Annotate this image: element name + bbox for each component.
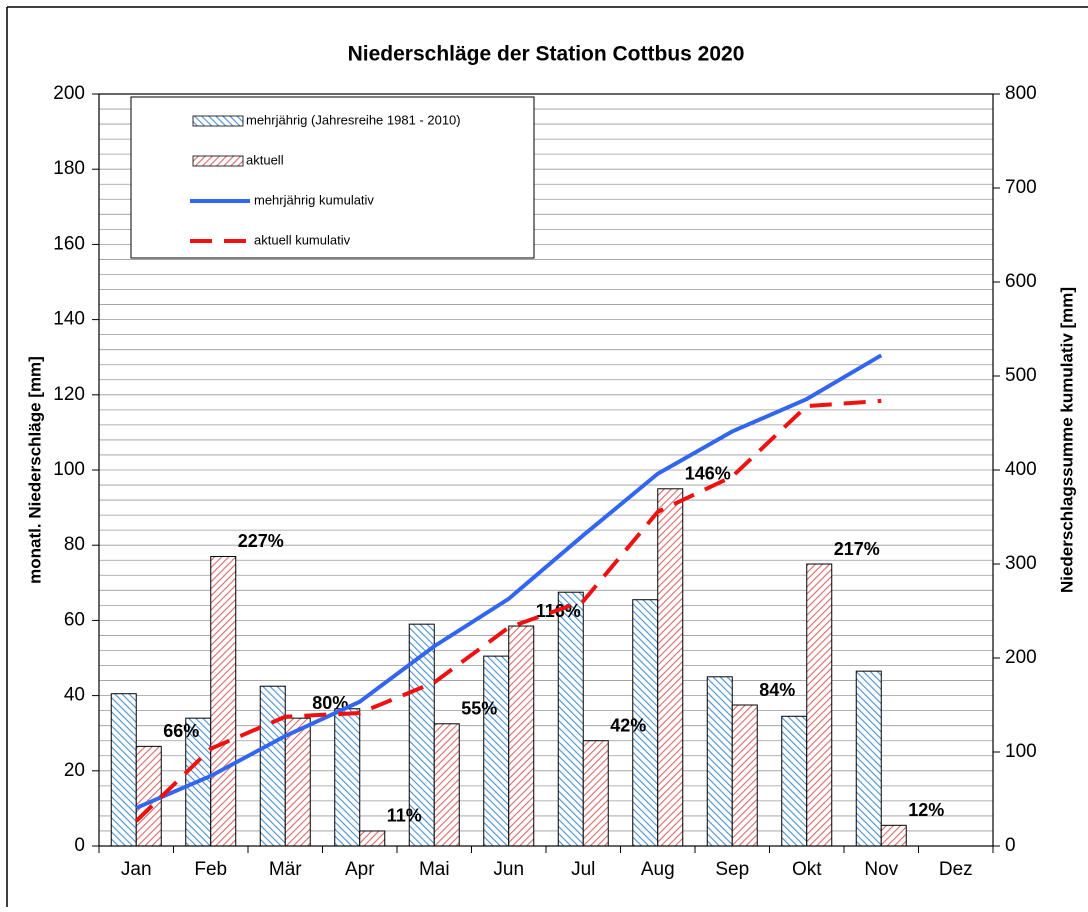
bar <box>880 824 907 847</box>
x-tick-label: Apr <box>345 859 375 880</box>
legend-label: mehrjährig (Jahresreihe 1981 - 2010) <box>246 112 461 127</box>
y-tick-label: 40 <box>64 685 85 706</box>
x-tick-label: Nov <box>864 859 898 880</box>
y-tick-label: 20 <box>64 760 85 781</box>
bar <box>706 676 733 847</box>
line <box>134 398 882 823</box>
bar <box>582 740 609 847</box>
bar <box>359 830 386 847</box>
x-tick-label: Jan <box>121 859 152 880</box>
line <box>135 353 883 810</box>
percent-label: 42% <box>610 715 646 735</box>
x-tick-label: Mai <box>419 859 450 880</box>
bar <box>433 723 460 847</box>
percent-label: 12% <box>908 800 944 820</box>
y2-tick-label: 300 <box>1005 553 1037 574</box>
y-tick-label: 100 <box>53 459 85 480</box>
legend-label: aktuell <box>246 152 284 167</box>
percent-label: 217% <box>834 539 880 559</box>
bar <box>657 488 684 847</box>
bar <box>483 655 510 847</box>
y2-axis-title: Niederschlagssumme kumulativ [mm] <box>1057 287 1076 593</box>
y2-tick-label: 800 <box>1005 83 1037 104</box>
percent-label: 84% <box>759 680 795 700</box>
y2-tick-label: 100 <box>1005 741 1037 762</box>
legend-swatch <box>192 115 244 127</box>
y2-tick-label: 400 <box>1005 459 1037 480</box>
y-tick-label: 120 <box>53 384 85 405</box>
y-tick-label: 0 <box>74 835 85 856</box>
bar <box>135 745 162 847</box>
bar <box>781 715 808 847</box>
x-tick-label: Okt <box>792 859 822 880</box>
percent-label: 11% <box>387 806 422 826</box>
percent-label: 146% <box>685 464 731 484</box>
x-tick-label: Dez <box>939 859 973 880</box>
legend-label: mehrjährig kumulativ <box>254 192 374 207</box>
bar <box>110 693 137 847</box>
bar <box>334 708 361 847</box>
percent-label: 55% <box>461 699 497 719</box>
bar <box>210 555 237 847</box>
bar <box>259 685 286 847</box>
bar <box>508 625 535 847</box>
x-tick-label: Feb <box>194 859 227 880</box>
y-tick-label: 200 <box>53 83 85 104</box>
chart-title: Niederschläge der Station Cottbus 2020 <box>348 43 745 66</box>
y2-tick-label: 0 <box>1005 835 1016 856</box>
bar <box>284 717 311 847</box>
y2-tick-label: 700 <box>1005 177 1037 198</box>
y-tick-label: 60 <box>64 609 85 630</box>
bar <box>557 591 584 847</box>
y2-tick-label: 500 <box>1005 365 1037 386</box>
y-tick-label: 140 <box>53 309 85 330</box>
legend-label: aktuell kumulativ <box>254 232 351 247</box>
percent-label: 66% <box>163 721 199 741</box>
bar <box>731 704 758 847</box>
x-tick-label: Jul <box>571 859 595 880</box>
y-tick-label: 160 <box>53 233 85 254</box>
x-tick-label: Jun <box>493 859 524 880</box>
legend-swatch <box>192 155 244 167</box>
x-tick-label: Aug <box>641 859 675 880</box>
x-tick-label: Sep <box>715 859 749 880</box>
plot-border <box>98 93 994 847</box>
y-axis-title: monatl. Niederschläge [mm] <box>25 356 44 584</box>
x-tick-label: Mär <box>269 859 302 880</box>
y-tick-label: 180 <box>53 158 85 179</box>
bar <box>632 599 659 847</box>
percent-label: 80% <box>312 693 348 713</box>
y2-tick-label: 200 <box>1005 647 1037 668</box>
bar <box>806 563 833 847</box>
bar <box>855 670 882 847</box>
percent-label: 227% <box>238 531 284 551</box>
y-tick-label: 80 <box>64 534 85 555</box>
y2-tick-label: 600 <box>1005 271 1037 292</box>
